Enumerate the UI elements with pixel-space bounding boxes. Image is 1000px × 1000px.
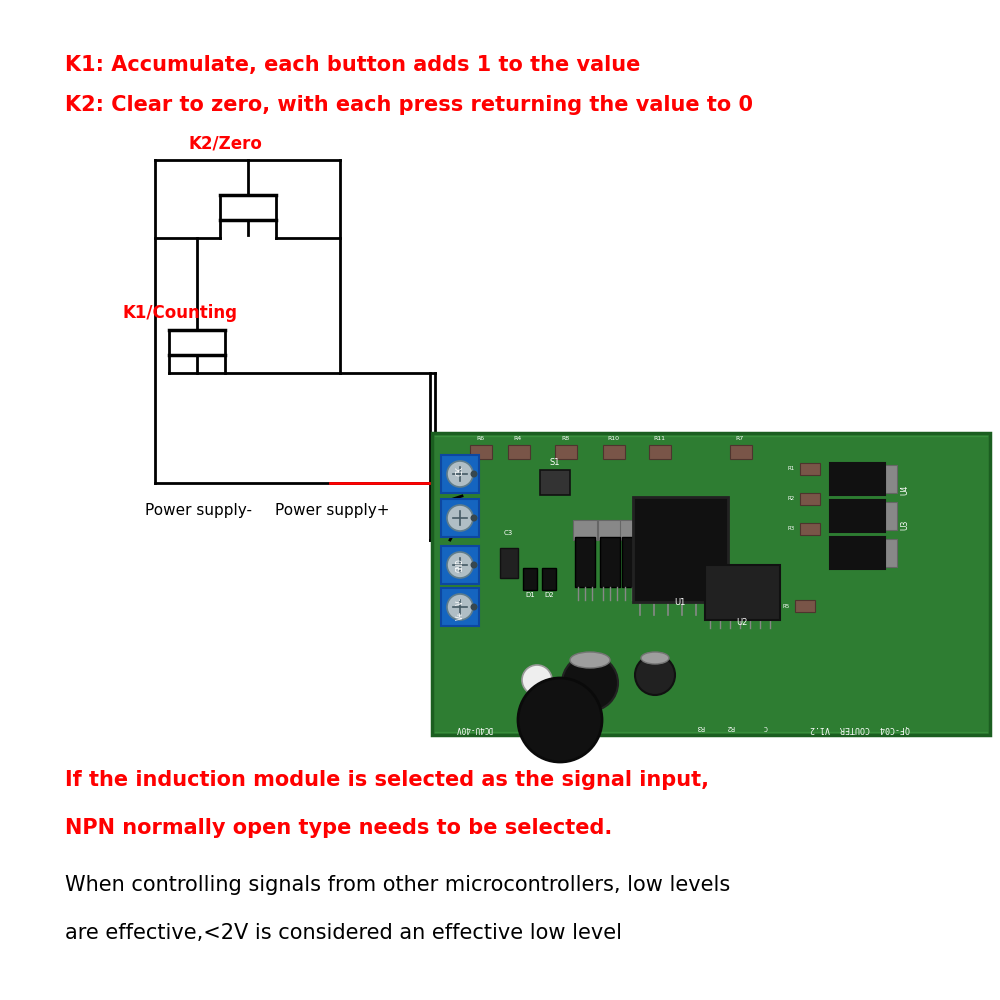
Text: V+: V+: [456, 610, 464, 620]
Text: GND: GND: [456, 558, 464, 572]
Text: U2: U2: [736, 618, 748, 627]
Text: K1/Counting: K1/Counting: [122, 304, 237, 322]
Text: R4: R4: [514, 436, 522, 441]
Text: Power supply-: Power supply-: [145, 503, 252, 518]
Bar: [575, 537, 595, 587]
Text: R10: R10: [607, 436, 619, 441]
Bar: [830, 500, 885, 532]
Bar: [830, 537, 885, 569]
Bar: [441, 455, 479, 493]
Text: S1: S1: [550, 458, 560, 467]
Circle shape: [471, 471, 478, 478]
Text: R2: R2: [788, 496, 795, 502]
Bar: [542, 568, 556, 590]
Circle shape: [471, 514, 478, 522]
Text: CK: CK: [456, 466, 464, 476]
Circle shape: [471, 603, 478, 610]
Text: QF-C04  COUTER  V1.2: QF-C04 COUTER V1.2: [810, 724, 910, 733]
Text: When controlling signals from other microcontrollers, low levels: When controlling signals from other micr…: [65, 875, 730, 895]
Text: C: C: [763, 724, 767, 730]
Text: R3: R3: [696, 724, 704, 730]
Text: K1: Accumulate, each button adds 1 to the value: K1: Accumulate, each button adds 1 to th…: [65, 55, 640, 75]
Bar: [885, 465, 897, 493]
Bar: [555, 445, 577, 459]
Bar: [523, 568, 537, 590]
Text: C3: C3: [503, 530, 513, 536]
Bar: [830, 463, 885, 495]
Bar: [705, 565, 780, 620]
Ellipse shape: [570, 652, 610, 668]
Bar: [622, 537, 642, 587]
Bar: [800, 523, 820, 535]
Bar: [730, 445, 752, 459]
Circle shape: [518, 678, 602, 762]
Text: R11: R11: [653, 436, 665, 441]
Text: V-: V-: [456, 595, 464, 605]
Bar: [795, 600, 815, 612]
Text: Power supply+: Power supply+: [275, 503, 390, 518]
Bar: [441, 588, 479, 626]
Bar: [603, 445, 625, 459]
Text: K2: Clear to zero, with each press returning the value to 0: K2: Clear to zero, with each press retur…: [65, 95, 753, 115]
Bar: [441, 499, 479, 537]
Bar: [600, 537, 620, 587]
Bar: [598, 520, 622, 540]
Text: D2: D2: [544, 592, 554, 598]
Circle shape: [447, 461, 473, 487]
Text: R7: R7: [736, 436, 744, 441]
Text: If the induction module is selected as the signal input,: If the induction module is selected as t…: [65, 770, 709, 790]
Bar: [633, 497, 728, 602]
Text: U3: U3: [900, 520, 909, 530]
Text: U1: U1: [674, 598, 686, 607]
Text: DC4U-40V: DC4U-40V: [456, 724, 492, 733]
Bar: [885, 502, 897, 530]
Text: NPN normally open type needs to be selected.: NPN normally open type needs to be selec…: [65, 818, 612, 838]
Circle shape: [447, 505, 473, 531]
Circle shape: [447, 594, 473, 620]
Bar: [573, 520, 597, 540]
Text: R5: R5: [783, 603, 790, 608]
Text: R8: R8: [561, 436, 569, 441]
Circle shape: [562, 655, 618, 711]
Bar: [500, 548, 518, 578]
Text: D1: D1: [525, 592, 535, 598]
Text: R3: R3: [788, 526, 795, 532]
Bar: [470, 445, 492, 459]
Circle shape: [471, 562, 478, 568]
Text: R6: R6: [476, 436, 484, 441]
Bar: [432, 433, 990, 735]
Bar: [649, 445, 671, 459]
Text: R2: R2: [726, 724, 734, 730]
Circle shape: [522, 665, 552, 695]
Text: U4: U4: [900, 485, 909, 495]
Bar: [441, 546, 479, 584]
Bar: [800, 493, 820, 505]
Text: are effective,<2V is considered an effective low level: are effective,<2V is considered an effec…: [65, 923, 622, 943]
Circle shape: [635, 655, 675, 695]
Bar: [508, 445, 530, 459]
Circle shape: [447, 552, 473, 578]
Bar: [540, 470, 570, 495]
Bar: [620, 520, 644, 540]
Bar: [800, 463, 820, 475]
Ellipse shape: [641, 652, 669, 664]
Text: R1: R1: [788, 466, 795, 472]
Text: K2/Zero: K2/Zero: [188, 134, 262, 152]
Bar: [885, 539, 897, 567]
